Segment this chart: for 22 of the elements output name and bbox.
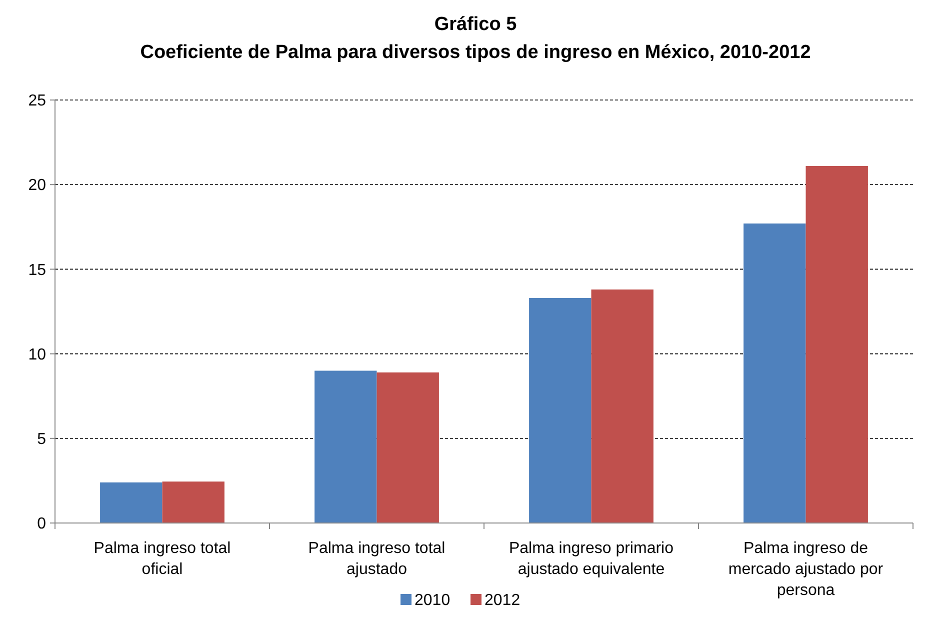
x-tick-label: Palma ingreso primario ajustado equivalente — [508, 540, 674, 578]
chart-title: Gráfico 5 — [434, 14, 518, 35]
x-tick-label: Palma ingreso total ajustado — [308, 540, 446, 578]
y-tick-label: 5 — [37, 431, 46, 448]
bar — [529, 298, 592, 523]
x-tick-label: Palma ingreso de mercado ajustado por persona — [728, 540, 884, 599]
y-tick-label: 25 — [28, 92, 46, 110]
y-tick-label: 0 — [37, 516, 46, 533]
bar — [162, 482, 224, 523]
x-tick-label: Palma ingreso total oficial — [94, 540, 231, 578]
chart-subtitle: Coeficiente de Palma para diversos tipos de ingreso en México, 2010-2012 — [140, 42, 811, 63]
bar — [744, 224, 806, 523]
y-tick-label: 15 — [28, 262, 46, 279]
bar — [376, 372, 439, 523]
y-tick-label: 10 — [28, 346, 46, 364]
bar — [314, 370, 377, 523]
legend-label: 2010 — [414, 592, 450, 609]
y-tick-label: 20 — [28, 177, 46, 194]
bar — [806, 166, 868, 523]
bar — [100, 482, 162, 523]
bar — [591, 290, 654, 523]
legend-label: 2012 — [484, 592, 520, 609]
